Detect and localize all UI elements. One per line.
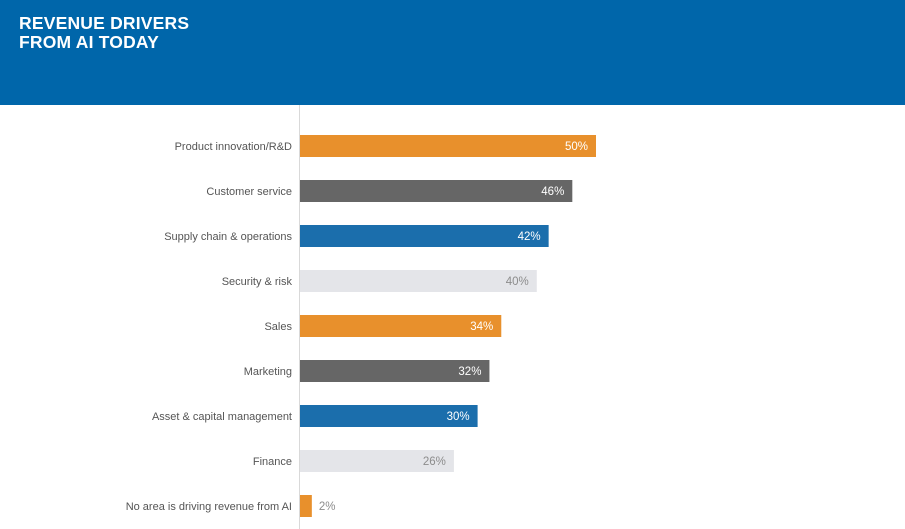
value-label-5: 32% xyxy=(458,366,481,378)
category-label-4: Sales xyxy=(264,321,292,333)
category-label-0: Product innovation/R&D xyxy=(175,141,292,153)
value-label-8: 2% xyxy=(319,501,336,513)
value-label-2: 42% xyxy=(518,231,541,243)
chart-title-line-2: FROM AI TODAY xyxy=(19,32,160,52)
category-label-1: Customer service xyxy=(206,186,292,198)
bar-0 xyxy=(300,135,596,157)
value-label-3: 40% xyxy=(506,276,529,288)
bar-chart: Product innovation/R&D 50% Customer servic… xyxy=(126,105,596,529)
bar-1 xyxy=(300,180,573,202)
value-label-0: 50% xyxy=(565,141,588,153)
bar-8 xyxy=(300,495,312,517)
bar-4 xyxy=(300,315,502,337)
category-label-2: Supply chain & operations xyxy=(164,231,292,243)
value-label-1: 46% xyxy=(541,186,564,198)
value-label-6: 30% xyxy=(447,411,470,423)
category-label-5: Marketing xyxy=(244,366,292,378)
chart-title: REVENUE DRIVERS FROM AI TODAY xyxy=(19,14,189,52)
bar-5 xyxy=(300,360,490,382)
category-label-7: Finance xyxy=(253,456,292,468)
category-label-3: Security & risk xyxy=(222,276,293,288)
category-label-6: Asset & capital management xyxy=(152,411,292,423)
bar-3 xyxy=(300,270,537,292)
bar-2 xyxy=(300,225,549,247)
bar-7 xyxy=(300,450,454,472)
chart-title-line-1: REVENUE DRIVERS xyxy=(19,13,190,33)
bar-6 xyxy=(300,405,478,427)
value-label-7: 26% xyxy=(423,456,446,468)
header-banner: REVENUE DRIVERS FROM AI TODAY xyxy=(0,0,905,105)
category-label-8: No area is driving revenue from AI xyxy=(126,501,292,513)
value-label-4: 34% xyxy=(470,321,493,333)
